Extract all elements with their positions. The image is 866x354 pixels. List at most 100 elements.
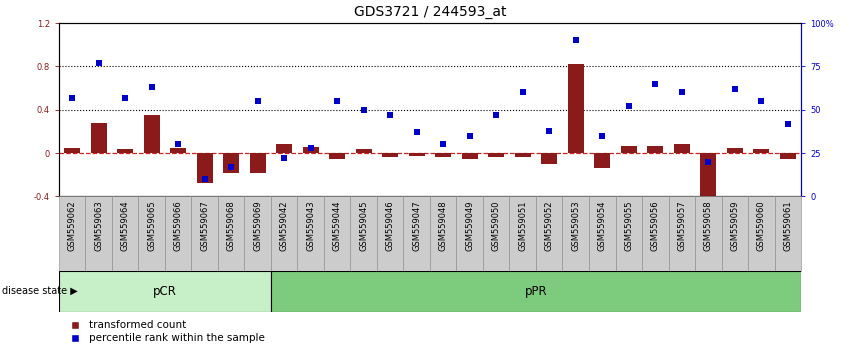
Text: GSM559069: GSM559069 <box>253 200 262 251</box>
Bar <box>197 153 213 183</box>
Point <box>410 130 423 135</box>
Bar <box>244 196 271 271</box>
Bar <box>324 196 351 271</box>
Point <box>622 103 636 109</box>
Bar <box>456 196 483 271</box>
Text: GSM559062: GSM559062 <box>68 200 76 251</box>
Text: GSM559049: GSM559049 <box>465 200 475 251</box>
Text: GSM559067: GSM559067 <box>200 200 210 251</box>
Legend: transformed count, percentile rank within the sample: transformed count, percentile rank withi… <box>64 320 265 343</box>
Point <box>675 90 688 95</box>
Bar <box>165 196 191 271</box>
Bar <box>276 144 292 153</box>
Text: GSM559066: GSM559066 <box>174 200 183 251</box>
Text: GSM559055: GSM559055 <box>624 200 633 251</box>
Point <box>92 60 106 66</box>
Bar <box>59 271 271 312</box>
Bar <box>191 196 218 271</box>
Text: GSM559063: GSM559063 <box>94 200 103 251</box>
Bar <box>112 196 139 271</box>
Bar <box>409 153 424 156</box>
Bar <box>541 153 557 164</box>
Bar <box>748 196 774 271</box>
Bar <box>674 144 689 153</box>
Bar <box>536 196 563 271</box>
Point <box>119 95 132 101</box>
Bar <box>647 145 663 153</box>
Bar <box>351 196 377 271</box>
Bar <box>774 196 801 271</box>
Point <box>224 164 238 170</box>
Bar <box>91 123 107 153</box>
Bar <box>642 196 669 271</box>
Bar <box>701 153 716 210</box>
Text: GSM559058: GSM559058 <box>704 200 713 251</box>
Bar <box>377 196 404 271</box>
Point <box>727 86 741 92</box>
Bar <box>589 196 616 271</box>
Point <box>516 90 530 95</box>
Text: GSM559054: GSM559054 <box>598 200 607 251</box>
Text: GSM559064: GSM559064 <box>120 200 130 251</box>
Bar <box>563 196 589 271</box>
Bar <box>382 153 398 158</box>
Text: GSM559068: GSM559068 <box>227 200 236 251</box>
Text: GSM559056: GSM559056 <box>650 200 660 251</box>
Bar <box>753 149 769 153</box>
Point <box>462 133 476 138</box>
Bar <box>483 196 509 271</box>
Bar <box>621 145 637 153</box>
Point <box>251 98 265 104</box>
Bar <box>594 153 611 168</box>
Bar <box>780 153 796 159</box>
Point <box>701 159 715 165</box>
Point <box>754 98 768 104</box>
Text: GDS3721 / 244593_at: GDS3721 / 244593_at <box>353 5 507 19</box>
Bar <box>514 153 531 158</box>
Bar <box>171 148 186 153</box>
Text: GSM559061: GSM559061 <box>784 200 792 251</box>
Point <box>384 112 397 118</box>
Point <box>569 38 583 43</box>
Bar <box>223 153 239 173</box>
Point <box>65 95 79 101</box>
Point <box>436 142 450 147</box>
Bar <box>64 148 80 153</box>
Bar <box>488 153 504 158</box>
Point <box>171 142 185 147</box>
Bar <box>86 196 112 271</box>
Bar <box>144 115 159 153</box>
Text: GSM559053: GSM559053 <box>572 200 580 251</box>
Point <box>595 133 609 138</box>
Point <box>145 84 158 90</box>
Bar <box>329 153 346 159</box>
Text: GSM559042: GSM559042 <box>280 200 288 251</box>
Point <box>781 121 795 126</box>
Bar <box>568 64 584 153</box>
Bar <box>404 196 430 271</box>
Bar <box>271 196 297 271</box>
Bar <box>356 149 372 153</box>
Bar <box>430 196 456 271</box>
Text: GSM559065: GSM559065 <box>147 200 156 251</box>
Text: GSM559060: GSM559060 <box>757 200 766 251</box>
Text: GSM559047: GSM559047 <box>412 200 421 251</box>
Point <box>277 155 291 161</box>
Text: pPR: pPR <box>525 285 547 298</box>
Text: GSM559059: GSM559059 <box>730 200 740 251</box>
Text: GSM559043: GSM559043 <box>307 200 315 251</box>
Bar <box>59 196 86 271</box>
Bar <box>727 148 743 153</box>
Bar <box>218 196 244 271</box>
Bar <box>117 149 133 153</box>
Text: GSM559050: GSM559050 <box>492 200 501 251</box>
Point <box>542 128 556 133</box>
Text: disease state ▶: disease state ▶ <box>2 286 77 296</box>
Text: GSM559044: GSM559044 <box>333 200 342 251</box>
Text: GSM559057: GSM559057 <box>677 200 686 251</box>
Point <box>304 145 318 151</box>
Bar <box>721 196 748 271</box>
Bar <box>509 196 536 271</box>
Text: pCR: pCR <box>153 285 177 298</box>
Bar <box>462 153 478 159</box>
